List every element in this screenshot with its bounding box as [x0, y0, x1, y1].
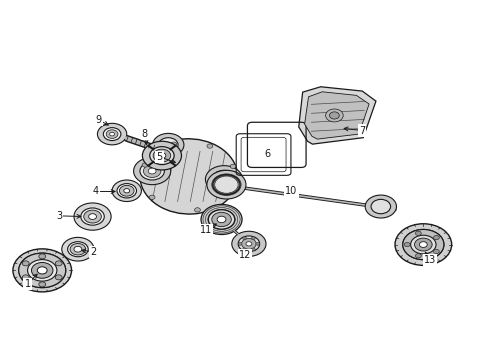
- Circle shape: [419, 242, 427, 247]
- Text: 5: 5: [156, 152, 163, 162]
- Circle shape: [201, 204, 242, 234]
- Circle shape: [143, 141, 181, 170]
- Circle shape: [55, 275, 62, 280]
- Circle shape: [112, 180, 142, 202]
- Circle shape: [117, 184, 137, 198]
- Circle shape: [395, 224, 452, 265]
- Circle shape: [220, 176, 228, 182]
- Text: 9: 9: [96, 115, 101, 125]
- Circle shape: [434, 235, 440, 240]
- Circle shape: [153, 149, 171, 162]
- Circle shape: [74, 203, 111, 230]
- Circle shape: [110, 132, 115, 136]
- Circle shape: [148, 168, 156, 174]
- Circle shape: [365, 195, 396, 218]
- Circle shape: [411, 235, 436, 254]
- Circle shape: [238, 242, 242, 245]
- Circle shape: [19, 253, 66, 288]
- Circle shape: [31, 262, 53, 278]
- Circle shape: [153, 134, 184, 156]
- Text: 2: 2: [91, 247, 97, 257]
- Circle shape: [98, 123, 127, 145]
- Circle shape: [246, 242, 252, 246]
- Circle shape: [404, 242, 410, 247]
- Circle shape: [243, 248, 246, 251]
- Circle shape: [27, 260, 57, 281]
- Circle shape: [159, 138, 178, 152]
- Circle shape: [238, 236, 260, 252]
- Circle shape: [205, 166, 243, 193]
- Circle shape: [217, 216, 226, 223]
- Polygon shape: [299, 87, 376, 144]
- Circle shape: [434, 249, 440, 254]
- Circle shape: [55, 261, 62, 266]
- Circle shape: [19, 253, 66, 288]
- Circle shape: [124, 189, 130, 193]
- Circle shape: [142, 163, 148, 167]
- Circle shape: [195, 208, 200, 212]
- Circle shape: [74, 246, 82, 252]
- Circle shape: [103, 128, 121, 140]
- Text: 1: 1: [24, 279, 31, 289]
- Circle shape: [70, 243, 86, 255]
- Circle shape: [213, 175, 240, 195]
- Circle shape: [243, 237, 246, 240]
- Circle shape: [89, 214, 97, 220]
- Circle shape: [68, 242, 88, 257]
- Circle shape: [207, 144, 213, 148]
- Text: 10: 10: [285, 186, 297, 197]
- Circle shape: [371, 199, 391, 214]
- Circle shape: [230, 164, 236, 168]
- Circle shape: [251, 237, 255, 240]
- Circle shape: [330, 112, 339, 119]
- Circle shape: [403, 229, 444, 260]
- Circle shape: [232, 231, 266, 256]
- Circle shape: [120, 185, 134, 196]
- Circle shape: [134, 157, 171, 185]
- Circle shape: [416, 231, 421, 235]
- Circle shape: [23, 261, 29, 266]
- Circle shape: [62, 237, 94, 261]
- Polygon shape: [305, 92, 369, 139]
- Circle shape: [256, 242, 260, 245]
- Circle shape: [81, 208, 104, 225]
- Circle shape: [144, 165, 161, 177]
- Circle shape: [212, 170, 236, 188]
- Circle shape: [212, 212, 231, 226]
- Circle shape: [171, 142, 177, 146]
- Circle shape: [13, 249, 72, 292]
- Circle shape: [215, 173, 233, 186]
- Ellipse shape: [140, 139, 238, 214]
- Text: 12: 12: [239, 250, 251, 260]
- Circle shape: [415, 238, 432, 251]
- Circle shape: [23, 275, 29, 280]
- Text: 3: 3: [56, 211, 62, 221]
- Circle shape: [140, 162, 164, 180]
- Circle shape: [150, 147, 174, 165]
- Text: 8: 8: [142, 129, 148, 139]
- Circle shape: [224, 193, 230, 197]
- Text: 7: 7: [359, 126, 366, 135]
- Text: 11: 11: [200, 225, 212, 235]
- Circle shape: [251, 248, 255, 251]
- Circle shape: [403, 229, 444, 260]
- Circle shape: [39, 282, 46, 287]
- Circle shape: [39, 254, 46, 259]
- Circle shape: [326, 109, 343, 122]
- Text: 4: 4: [93, 186, 99, 197]
- Circle shape: [149, 195, 155, 199]
- Circle shape: [208, 210, 235, 229]
- Circle shape: [84, 210, 101, 223]
- Text: 13: 13: [423, 255, 436, 265]
- Circle shape: [158, 153, 166, 158]
- Circle shape: [416, 254, 421, 258]
- Circle shape: [242, 238, 256, 249]
- Circle shape: [37, 267, 47, 274]
- Text: 6: 6: [264, 149, 270, 159]
- Circle shape: [207, 170, 246, 199]
- Circle shape: [106, 130, 118, 138]
